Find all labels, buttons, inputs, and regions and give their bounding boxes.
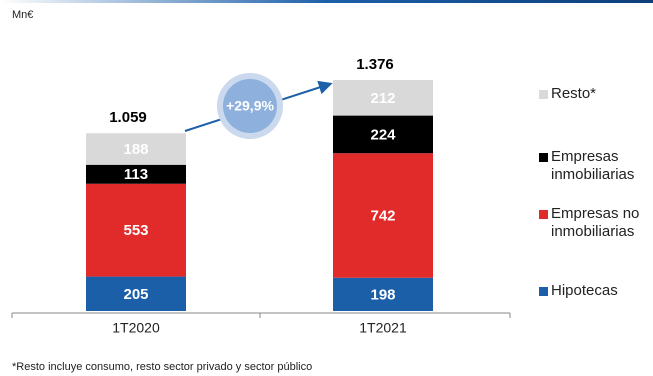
legend-label: Hipotecas xyxy=(551,282,618,299)
footnote: *Resto incluye consumo, resto sector pri… xyxy=(12,361,312,373)
data-label: 188 xyxy=(123,141,148,158)
legend-label: Empresas inmobiliarias xyxy=(551,148,635,183)
total-label: 1.059 xyxy=(109,109,147,126)
legend-item: Empresas inmobiliarias xyxy=(539,148,651,184)
bar-segment xyxy=(333,80,433,116)
data-label: 198 xyxy=(370,286,395,303)
legend-swatch xyxy=(539,90,548,99)
bar-segment xyxy=(333,115,433,154)
legend-swatch xyxy=(539,153,548,162)
data-label: 212 xyxy=(370,90,395,107)
bar-segment xyxy=(333,153,433,278)
bar-segment xyxy=(86,164,186,184)
data-label: 553 xyxy=(123,222,148,239)
total-label: 1.376 xyxy=(356,56,394,73)
data-label: 742 xyxy=(370,207,395,224)
data-label: 205 xyxy=(123,286,148,303)
annotation: +29,9% xyxy=(226,98,274,114)
bar-segment xyxy=(333,277,433,311)
x-tick-label: 1T2020 xyxy=(112,320,160,336)
data-label: 224 xyxy=(370,126,396,143)
top-rule xyxy=(0,0,653,3)
annotation-circle xyxy=(223,79,277,133)
legend-item: Hipotecas xyxy=(539,282,651,300)
unit-label: Mn€ xyxy=(12,9,33,21)
legend-swatch xyxy=(539,287,548,296)
legend-item: Resto* xyxy=(539,85,651,103)
bar-segment xyxy=(86,183,186,277)
legend-swatch xyxy=(539,210,548,219)
data-label: 113 xyxy=(124,166,148,183)
x-tick-label: 1T2021 xyxy=(359,320,407,336)
bar-segment xyxy=(86,133,186,165)
legend-label: Empresas no inmobiliarias xyxy=(551,205,640,240)
legend-item: Empresas no inmobiliarias xyxy=(539,205,651,241)
bar-segment xyxy=(86,276,186,311)
legend-label: Resto* xyxy=(551,85,597,102)
